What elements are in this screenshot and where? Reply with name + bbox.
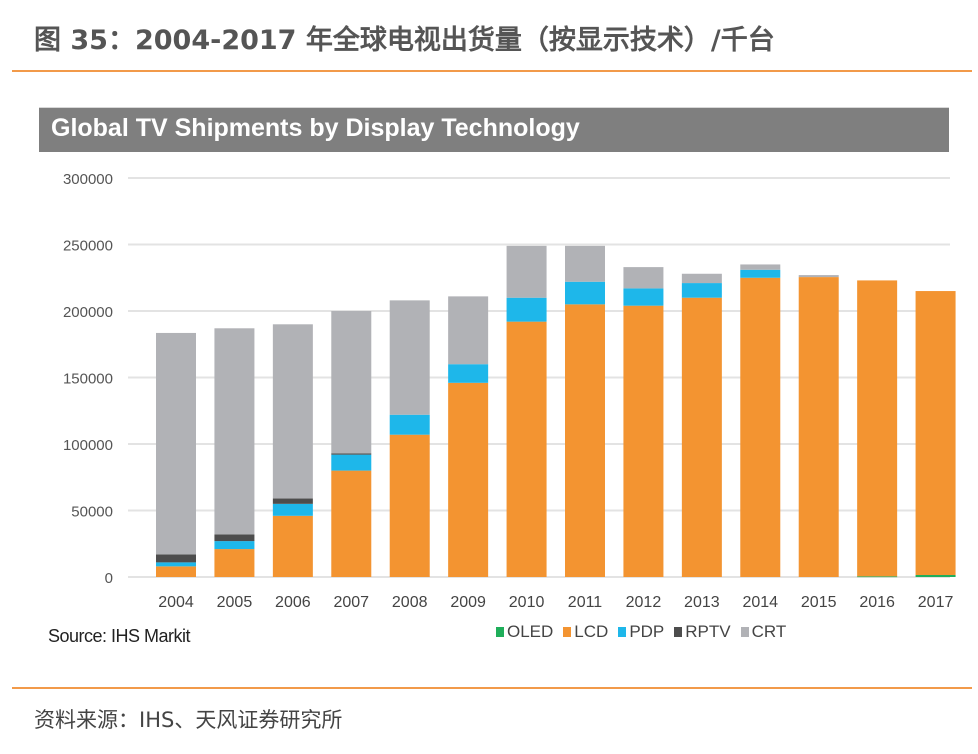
bar-lcd-2006 (272, 515, 313, 577)
y-tick-label: 100000 (63, 437, 113, 454)
bar-crt-2009 (448, 296, 489, 365)
bar-crt-2012 (623, 267, 664, 289)
x-tick-label: 2008 (392, 594, 428, 611)
bar-pdp-2011 (565, 281, 605, 305)
chart-title-banner: Global TV Shipments by Display Technolog… (39, 107, 949, 152)
chart-title: Global TV Shipments by Display Technolog… (51, 114, 580, 142)
bar-lcd-2009 (448, 382, 489, 577)
bar-pdp-2007 (331, 454, 372, 471)
x-axis-ticks: 2004 2005 2006 2007 2008 2009 2010 2011 2012 2013… (158, 594, 953, 611)
bars (156, 245, 956, 578)
bar-pdp-2006 (272, 503, 313, 516)
legend-label: PDP (629, 622, 665, 641)
legend-item-pdp: PDP (618, 622, 664, 642)
top-divider (12, 70, 972, 72)
bar-lcd-2007 (331, 470, 372, 577)
x-tick-label: 2010 (509, 594, 545, 611)
legend-swatch (563, 627, 572, 637)
y-tick-label: 250000 (63, 238, 113, 255)
x-tick-label: 2005 (217, 594, 253, 611)
bar-crt-2007 (331, 311, 372, 454)
x-tick-label: 2017 (918, 594, 954, 611)
legend-item-oled: OLED (496, 622, 553, 642)
x-tick-label: 2006 (275, 594, 311, 611)
bar-rptv-2006 (272, 498, 313, 504)
bar-pdp-2009 (448, 364, 489, 383)
bar-lcd-2016 (857, 280, 898, 577)
legend-item-rptv: RPTV (674, 622, 731, 642)
x-tick-label: 2014 (742, 594, 778, 611)
y-tick-label: 150000 (63, 371, 113, 388)
x-tick-label: 2013 (684, 594, 720, 611)
bar-pdp-2013 (681, 283, 722, 298)
legend-label: RPTV (685, 622, 731, 641)
y-axis-ticks: 0 50000 100000 150000 200000 250000 300000 (63, 171, 113, 587)
bar-pdp-2012 (623, 288, 664, 306)
bar-crt-2010 (506, 245, 547, 298)
bar-crt-2005 (214, 328, 255, 535)
bar-rptv-2007 (331, 453, 372, 455)
chart-source: Source: IHS Markit (48, 626, 191, 646)
x-tick-label: 2016 (859, 594, 895, 611)
legend-label: OLED (507, 622, 554, 641)
x-tick-label: 2007 (333, 594, 369, 611)
bar-lcd-2011 (565, 304, 605, 577)
bar-crt-2004 (156, 332, 196, 555)
legend-item-lcd: LCD (563, 622, 608, 642)
legend-label: CRT (751, 622, 787, 641)
bar-lcd-2017 (915, 291, 956, 576)
x-tick-label: 2009 (450, 594, 486, 611)
bar-lcd-2015 (798, 277, 839, 577)
bar-lcd-2005 (214, 549, 255, 577)
legend-swatch (740, 627, 749, 637)
bar-crt-2011 (565, 245, 605, 282)
bar-crt-2008 (389, 300, 430, 415)
y-tick-label: 300000 (63, 171, 113, 188)
legend-swatch (618, 627, 627, 637)
y-tick-label: 0 (105, 570, 113, 587)
bar-pdp-2005 (214, 541, 255, 550)
bar-pdp-2010 (506, 297, 547, 322)
bar-lcd-2004 (156, 566, 196, 577)
bar-lcd-2012 (623, 305, 664, 577)
figure-title: 图 35：2004-2017 年全球电视出货量（按显示技术）/千台 (34, 25, 775, 56)
x-tick-label: 2015 (801, 594, 837, 611)
bar-pdp-2004 (156, 562, 196, 567)
bar-pdp-2008 (389, 414, 430, 435)
legend-swatch (674, 627, 683, 637)
bar-rptv-2005 (214, 534, 255, 542)
bar-rptv-2004 (156, 554, 196, 563)
bar-crt-2015 (798, 275, 839, 278)
legend-swatch (496, 627, 504, 637)
bar-lcd-2013 (681, 297, 722, 577)
footer-source: 资料来源：IHS、天风证券研究所 (34, 708, 343, 732)
x-tick-label: 2011 (568, 594, 603, 611)
legend-item-crt: CRT (740, 622, 787, 642)
bar-lcd-2010 (506, 321, 547, 577)
bar-crt-2014 (740, 264, 781, 270)
bar-crt-2006 (272, 324, 313, 499)
y-tick-label: 200000 (63, 304, 113, 321)
x-tick-label: 2004 (158, 594, 194, 611)
stacked-bar-chart: 0 50000 100000 150000 200000 250000 300000 200… (63, 171, 956, 611)
legend-label: LCD (574, 622, 609, 641)
legend: OLED LCD PDP RPTV CRT (496, 622, 786, 642)
bottom-divider (12, 687, 972, 689)
bar-lcd-2014 (740, 277, 781, 577)
bar-oled-2017 (915, 575, 956, 577)
bar-pdp-2014 (740, 269, 781, 278)
bar-crt-2013 (681, 273, 722, 284)
bar-oled-2016 (857, 576, 898, 578)
x-tick-label: 2012 (626, 594, 662, 611)
bar-lcd-2008 (389, 434, 430, 577)
y-tick-label: 50000 (71, 504, 113, 521)
